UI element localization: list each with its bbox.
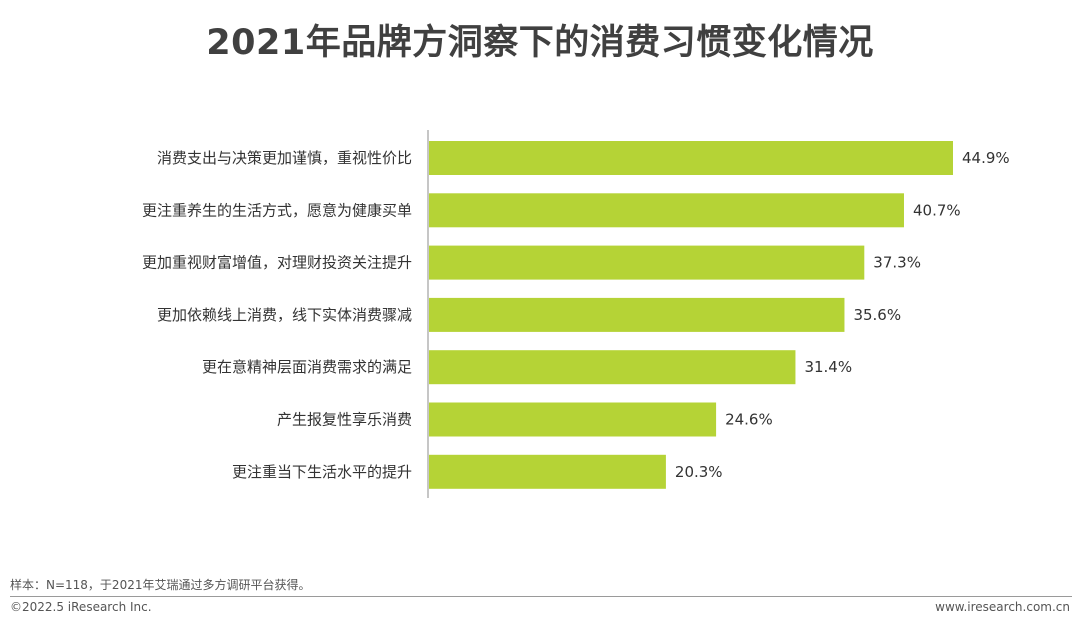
value-label-5: 31.4% <box>804 358 852 376</box>
copyright: ©2022.5 iResearch Inc. <box>10 600 152 614</box>
bar-4 <box>429 297 845 332</box>
category-label-1: 消费支出与决策更加谨慎，重视性价比 <box>157 149 412 167</box>
footer-divider <box>10 596 1072 597</box>
value-label-7: 20.3% <box>675 463 723 481</box>
value-label-1: 44.9% <box>962 149 1010 167</box>
chart-title: 2021年品牌方洞察下的消费习惯变化情况 <box>206 23 874 63</box>
value-label-4: 35.6% <box>853 306 901 324</box>
category-label-6: 产生报复性享乐消费 <box>277 411 412 429</box>
bar-2 <box>429 193 904 228</box>
website: www.iresearch.com.cn <box>935 600 1070 614</box>
category-label-4: 更加依赖线上消费，线下实体消费骤减 <box>157 306 412 324</box>
bar-6 <box>429 402 717 437</box>
value-label-6: 24.6% <box>725 411 773 429</box>
footnote: 样本：N=118，于2021年艾瑞通过多方调研平台获得。 <box>10 578 311 592</box>
category-label-3: 更加重视财富增值，对理财投资关注提升 <box>142 254 412 272</box>
bar-chart: 消费支出与决策更加谨慎，重视性价比 44.9% 更注重养生的生活方式，愿意为健康买单… <box>142 130 1010 498</box>
category-label-2: 更注重养生的生活方式，愿意为健康买单 <box>142 201 412 219</box>
value-label-3: 37.3% <box>873 254 921 272</box>
bars-group: 消费支出与决策更加谨慎，重视性价比 44.9% 更注重养生的生活方式，愿意为健康买单… <box>142 141 1010 489</box>
value-label-2: 40.7% <box>913 201 961 219</box>
bar-7 <box>429 454 666 489</box>
category-label-5: 更在意精神层面消费需求的满足 <box>202 358 412 376</box>
bar-1 <box>429 141 953 175</box>
bar-3 <box>429 245 865 280</box>
category-label-7: 更注重当下生活水平的提升 <box>232 463 412 481</box>
bar-5 <box>429 350 796 385</box>
